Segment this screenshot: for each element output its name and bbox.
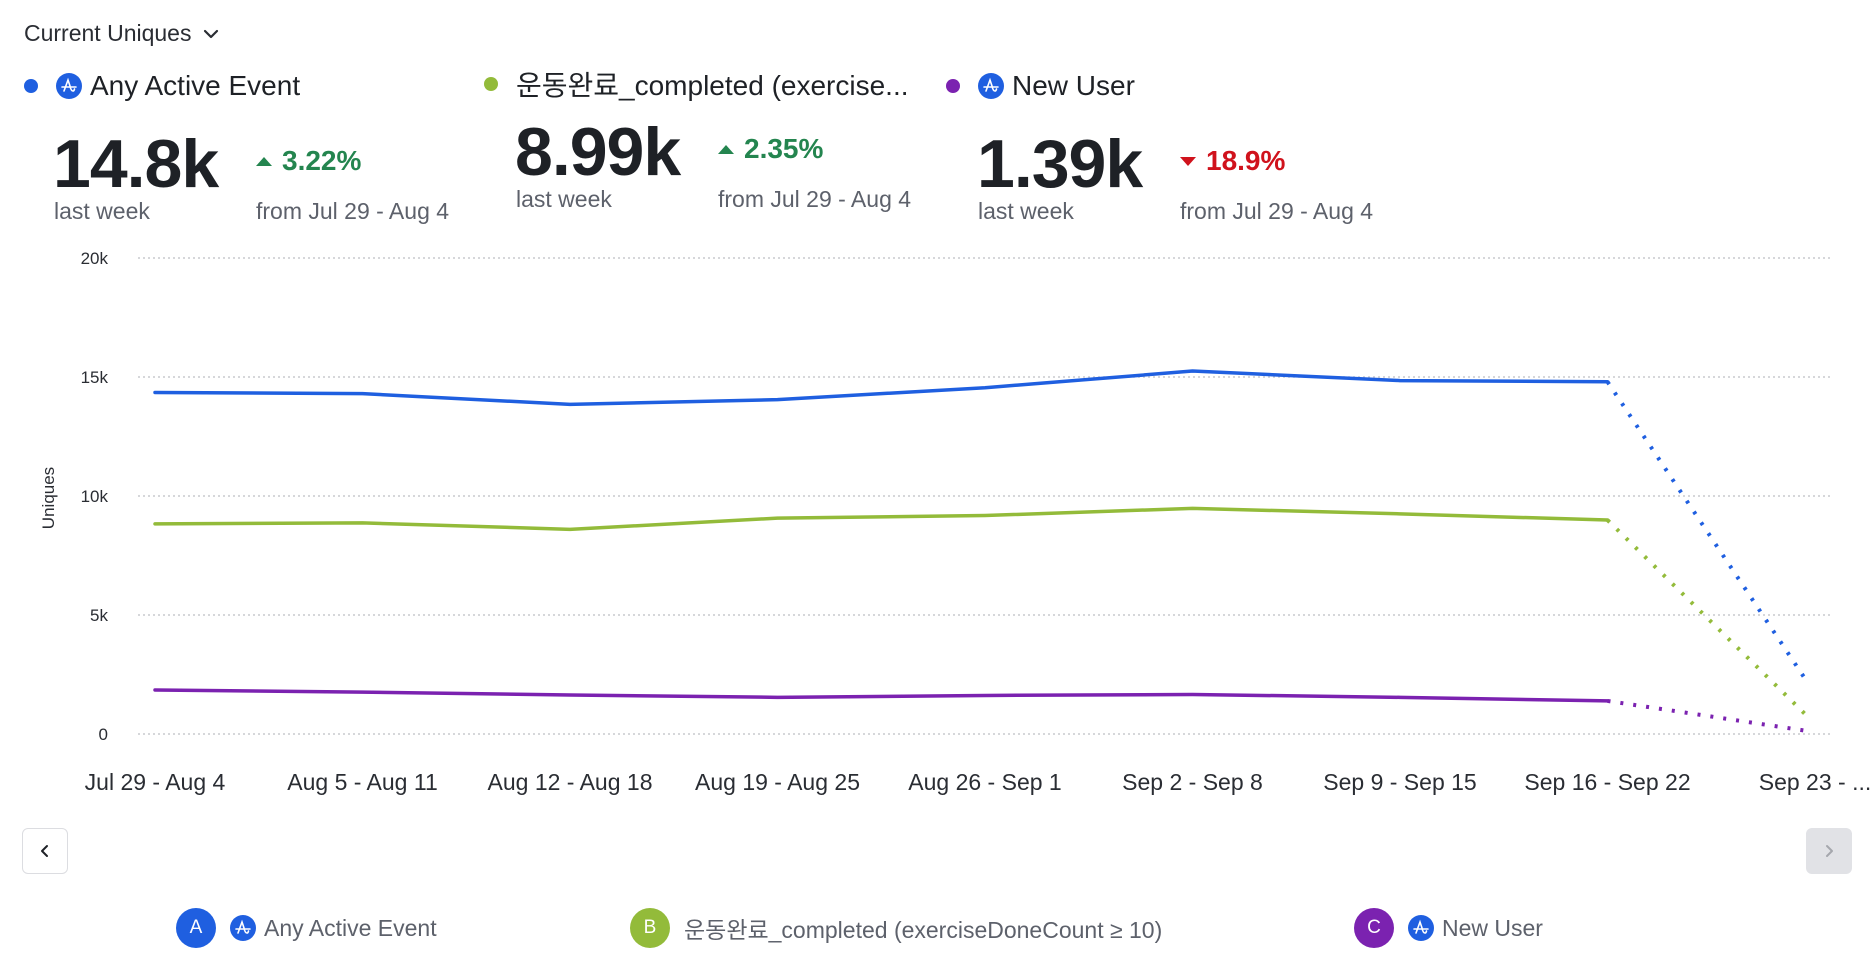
- x-tick-label: Aug 12 - Aug 18: [488, 769, 653, 795]
- series-change-label: from Jul 29 - Aug 4: [718, 186, 912, 212]
- chevron-down-icon: [204, 29, 219, 38]
- series-summary-b: 운동완료_completed (exercise...: [484, 64, 909, 104]
- series-value: 1.39k: [977, 126, 1143, 202]
- series-color-dot: [946, 79, 960, 93]
- series-incomplete-line: [1607, 698, 1808, 733]
- series-change: 3.22%: [256, 145, 361, 177]
- legend-label: Any Active Event: [264, 914, 437, 941]
- series-2: [153, 506, 1809, 718]
- series-change-value: 3.22%: [282, 145, 362, 176]
- series-value-label: last week: [516, 186, 612, 212]
- line-chart: 0 5k 10k 15k 20k Uniques Jul 29 - Aug 4 Aug 5…: [39, 249, 1872, 795]
- series-value: 14.8k: [53, 126, 219, 202]
- chevron-right-icon: [1826, 845, 1833, 857]
- y-tick-label: 0: [99, 725, 108, 744]
- legend-letter-badge: B: [630, 908, 670, 948]
- metric-selector[interactable]: Current Uniques: [24, 20, 221, 47]
- series-value: 8.99k: [515, 114, 681, 190]
- triangle-up-icon: [256, 156, 272, 166]
- legend-letter-badge: C: [1354, 908, 1394, 948]
- x-tick-label: Aug 26 - Sep 1: [908, 769, 1061, 795]
- series-1: [153, 369, 1809, 683]
- legend-label: New User: [1442, 914, 1543, 941]
- legend-item-c[interactable]: C New User: [1354, 908, 1543, 948]
- series-change-value: 2.35%: [744, 133, 824, 164]
- series-change-value: 18.9%: [1206, 145, 1286, 176]
- series-line: [153, 369, 1610, 407]
- series-color-dot: [484, 77, 498, 91]
- series-summary-a: Any Active Event: [24, 70, 300, 102]
- y-tick-label: 15k: [81, 368, 109, 387]
- y-tick-label: 20k: [81, 249, 109, 268]
- legend-item-a[interactable]: A Any Active Event: [176, 908, 437, 948]
- y-axis-label: Uniques: [39, 467, 58, 529]
- previous-page-button[interactable]: [22, 828, 68, 874]
- series-change-label: from Jul 29 - Aug 4: [1180, 198, 1374, 224]
- legend-label: 운동완료_completed (exerciseDoneCount ≥ 10): [684, 917, 1163, 943]
- amplitude-event-icon: [56, 73, 82, 99]
- series-name: 운동완료_completed (exercise...: [516, 70, 909, 101]
- series-value-label: last week: [54, 198, 150, 224]
- chevron-left-icon: [41, 845, 48, 857]
- amplitude-event-icon: [1408, 915, 1434, 941]
- series-change: 18.9%: [1180, 145, 1285, 177]
- series-incomplete-line: [1606, 518, 1809, 718]
- y-tick-label: 5k: [90, 606, 108, 625]
- y-tick-label: 10k: [81, 487, 109, 506]
- next-page-button[interactable]: [1806, 828, 1852, 874]
- x-tick-label: Sep 9 - Sep 15: [1323, 769, 1476, 795]
- x-axis-ticks: Jul 29 - Aug 4 Aug 5 - Aug 11 Aug 12 - Aug…: [85, 769, 1872, 795]
- triangle-down-icon: [1180, 156, 1196, 166]
- series-3: [153, 688, 1808, 733]
- metric-selector-label: Current Uniques: [24, 20, 192, 46]
- gridlines: [138, 257, 1832, 735]
- series-change-label: from Jul 29 - Aug 4: [256, 198, 450, 224]
- series-lines: [153, 369, 1809, 733]
- series-color-dot: [24, 79, 38, 93]
- x-tick-label: Sep 23 - ...: [1759, 769, 1872, 795]
- triangle-up-icon: [718, 144, 734, 154]
- x-tick-label: Jul 29 - Aug 4: [85, 769, 226, 795]
- amplitude-event-icon: [230, 915, 256, 941]
- series-line: [153, 688, 1610, 703]
- series-line: [153, 506, 1610, 532]
- legend-letter-badge: A: [176, 908, 216, 948]
- series-change: 2.35%: [718, 133, 823, 165]
- series-summary-c: New User: [946, 70, 1135, 102]
- x-tick-label: Aug 19 - Aug 25: [695, 769, 860, 795]
- x-tick-label: Sep 2 - Sep 8: [1122, 769, 1263, 795]
- series-name: Any Active Event: [90, 70, 301, 101]
- x-tick-label: Aug 5 - Aug 11: [287, 769, 437, 795]
- series-name: New User: [1012, 70, 1135, 101]
- series-incomplete-line: [1605, 380, 1809, 683]
- amplitude-event-icon: [978, 73, 1004, 99]
- legend-item-b[interactable]: B 운동완료_completed (exerciseDoneCount ≥ 10…: [630, 908, 1162, 948]
- series-value-label: last week: [978, 198, 1074, 224]
- x-tick-label: Sep 16 - Sep 22: [1524, 769, 1690, 795]
- y-axis-ticks: 0 5k 10k 15k 20k: [81, 249, 109, 744]
